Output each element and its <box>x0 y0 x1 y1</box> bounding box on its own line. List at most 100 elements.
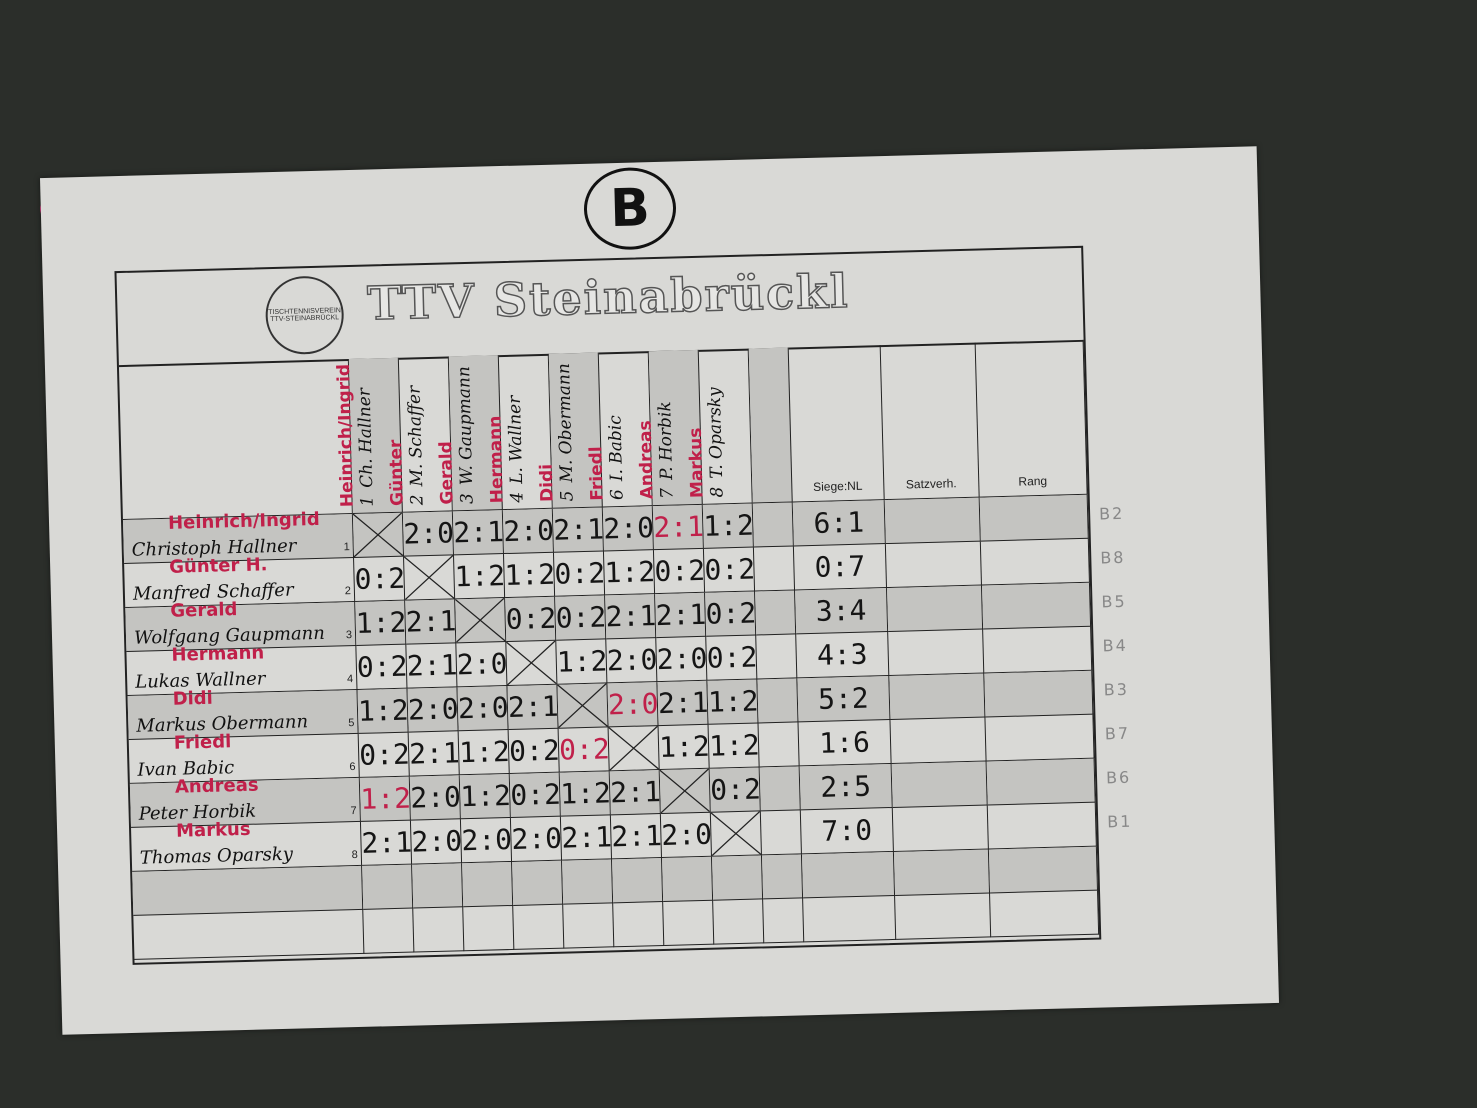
column-player: Hermann 4 L. Wallner <box>484 395 527 503</box>
match-score: 0:2 <box>558 732 611 767</box>
match-score: 1:2 <box>458 734 511 770</box>
match-score: 2:1 <box>408 736 461 771</box>
match-score: 0:2 <box>354 561 406 596</box>
match-score: 2:1 <box>611 819 663 854</box>
score-cell: 0:2 <box>356 644 408 690</box>
player-number: 3 <box>345 629 353 642</box>
sets-cell <box>888 629 985 677</box>
self-match-cross <box>506 640 558 687</box>
score-cell: 2:1 <box>610 814 663 860</box>
self-match-cross <box>404 555 456 601</box>
match-score: 2:0 <box>403 516 455 551</box>
wins-losses: 0:7 <box>814 549 866 584</box>
match-score: 1:2 <box>459 778 512 814</box>
spacer-cell <box>763 898 805 944</box>
wins-cell: 3:4 <box>795 588 889 635</box>
wins-losses: 7:0 <box>821 813 873 848</box>
side-rank-group: B <box>1101 592 1113 612</box>
match-score: 2:0 <box>457 690 510 726</box>
column-short-name: P. Horbik <box>654 401 677 481</box>
sets-cell <box>895 893 992 940</box>
wins-cell: 4:3 <box>796 632 890 679</box>
self-match-cross <box>608 726 660 772</box>
club-logo: TISCHTENNISVEREIN TTV-STEINABRÜCKL <box>264 275 345 356</box>
score-cell: 1:2 <box>556 639 608 685</box>
score-cell: 2:1 <box>360 820 413 866</box>
column-number: 4 <box>506 491 528 503</box>
score-cell: 2:1 <box>560 815 612 861</box>
score-cell: 1:2 <box>458 729 511 776</box>
player-name-cell: Günter H. Manfred Schaffer 2 <box>124 554 356 608</box>
column-nickname: Friedl <box>585 446 608 501</box>
sets-cell <box>892 805 989 852</box>
match-score: 2:0 <box>502 513 555 549</box>
spacer-cell <box>753 546 796 592</box>
score-cell: 0:2 <box>703 547 756 593</box>
score-cell: 1:2 <box>355 600 407 646</box>
player-nickname: Gerald <box>170 599 238 622</box>
match-score: 2:0 <box>660 817 713 853</box>
spacer-cell <box>760 810 802 856</box>
player-nickname: Günter H. <box>168 554 268 578</box>
match-score: 0:2 <box>358 737 411 772</box>
wins-losses: 4:3 <box>816 637 868 672</box>
sets-cell <box>885 541 982 589</box>
spacer-cell <box>758 722 800 768</box>
match-score: 2:1 <box>605 599 657 634</box>
column-number: 8 <box>706 486 728 498</box>
wins-losses: 6:1 <box>813 505 865 540</box>
score-sheet-paper: B TISCHTENNISVEREIN TTV-STEINABRÜCKL TTV… <box>39 146 1280 1035</box>
side-rank: B3 <box>1103 676 1129 702</box>
match-score: 1:2 <box>702 508 755 543</box>
column-nickname: Heinrich/Ingrid <box>333 363 358 508</box>
side-rank-number: 4 <box>1115 635 1127 656</box>
side-rank: B6 <box>1106 764 1132 790</box>
match-score: 0:2 <box>704 552 756 587</box>
spacer-cell <box>755 590 797 636</box>
wins-losses: 3:4 <box>815 593 867 628</box>
rank-cell <box>984 670 1094 718</box>
match-score: 1:2 <box>707 684 759 719</box>
column-short-name: M. Obermann <box>553 362 577 483</box>
score-cell <box>512 860 564 906</box>
rank-cell <box>979 494 1089 542</box>
self-match-cross <box>557 683 609 729</box>
match-score: 2:0 <box>656 641 708 677</box>
score-cell <box>562 859 614 905</box>
score-cell <box>513 904 565 950</box>
match-score: 1:2 <box>504 557 556 593</box>
match-score: 0:2 <box>509 777 562 812</box>
player-name-cell: Didi Markus Obermann 5 <box>127 688 359 740</box>
rank-cell <box>981 582 1092 630</box>
match-score: 2:1 <box>452 515 505 550</box>
score-cell: 2:1 <box>655 592 707 639</box>
match-score: 2:0 <box>606 643 658 678</box>
score-cell: 0:2 <box>555 595 607 641</box>
side-rank-group: B <box>1098 504 1111 524</box>
sets-header-label: Satzverh. <box>905 476 957 492</box>
column-nickname: Andreas <box>635 420 658 500</box>
match-score: 0:2 <box>555 600 607 635</box>
column-player: Gerald 3W. Gaupmann <box>434 366 478 505</box>
wins-cell: 0:7 <box>793 544 888 591</box>
score-cell: 2:0 <box>407 687 459 733</box>
player-number: 6 <box>349 761 356 774</box>
match-score: 2:0 <box>602 511 655 546</box>
match-score: 2:1 <box>652 509 705 545</box>
column-player: Heinrich/Ingrid 1 Ch. Hallner <box>333 363 377 508</box>
match-score: 1:2 <box>556 644 608 679</box>
score-cell: 2:0 <box>402 511 455 557</box>
wins-cell: 2:5 <box>799 763 893 811</box>
wins-cell: 5:2 <box>797 676 891 723</box>
match-score: 2:1 <box>657 685 709 721</box>
score-cell <box>612 858 664 904</box>
logo-text: TISCHTENNISVEREIN TTV-STEINABRÜCKL <box>268 307 342 324</box>
score-cell: 2:0 <box>606 638 658 684</box>
rank-cell <box>983 626 1093 674</box>
player-number: 1 <box>343 541 350 554</box>
match-score: 2:0 <box>461 822 513 858</box>
score-cell <box>563 903 615 949</box>
column-nickname: Markus <box>685 427 708 499</box>
side-rank-number: 8 <box>1113 547 1124 568</box>
score-cell: 1:2 <box>454 554 506 600</box>
